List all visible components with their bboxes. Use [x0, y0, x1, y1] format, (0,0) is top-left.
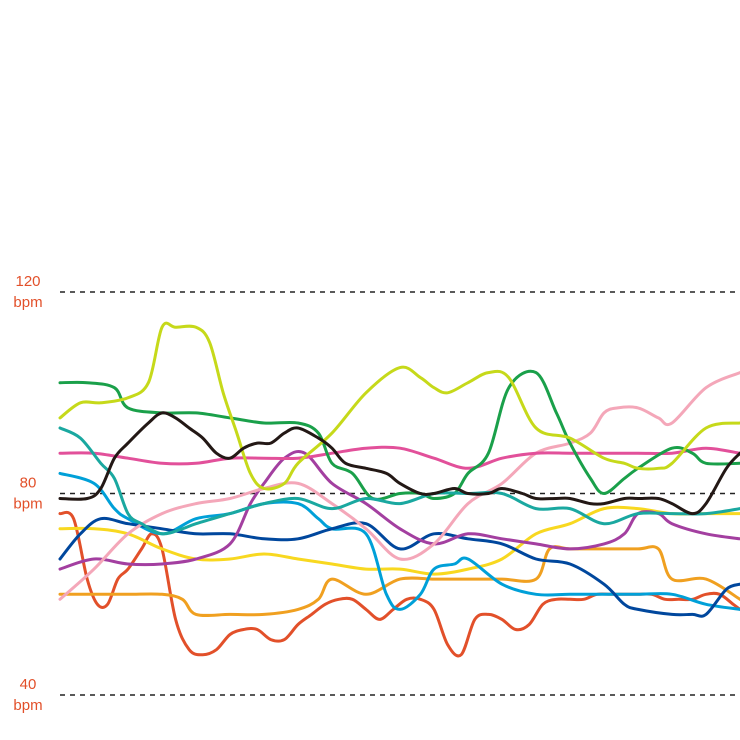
y-tick-unit-120: bpm [13, 294, 42, 311]
y-tick-unit-80: bpm [13, 496, 42, 513]
y-tick-value-40: 40 [20, 676, 37, 693]
y-tick-unit-40: bpm [13, 697, 42, 714]
series-line-2 [58, 545, 740, 617]
series-line-11 [58, 321, 740, 491]
series-lines [58, 321, 740, 658]
series-line-12 [58, 411, 740, 516]
series-line-7 [58, 371, 740, 601]
series-line-10 [58, 426, 740, 536]
series-line-3 [58, 505, 740, 576]
y-tick-value-120: 120 [15, 273, 40, 290]
y-axis-tick-labels: 120 bpm 80 bpm 40 bpm [13, 273, 42, 714]
y-tick-value-80: 80 [20, 475, 37, 492]
series-line-8 [58, 445, 740, 470]
series-line-9 [58, 369, 740, 501]
series-line-5 [58, 516, 740, 618]
